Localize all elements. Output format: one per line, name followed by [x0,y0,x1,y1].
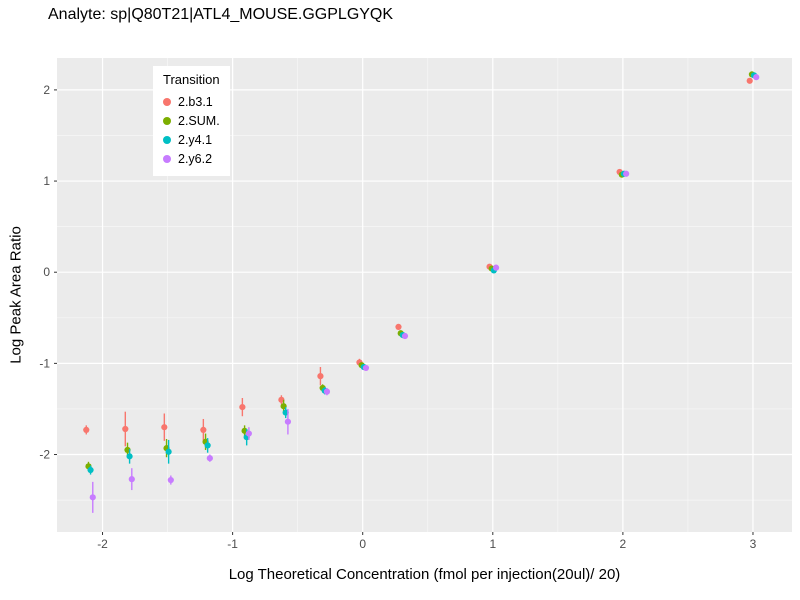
legend-swatch-icon [163,97,171,106]
y-tick-label: 0 [43,265,50,279]
legend-label: 2.y6.2 [178,151,213,166]
data-point [395,323,402,331]
data-point [623,170,630,177]
legend-swatch-icon [163,116,171,125]
data-point [284,418,292,425]
data-point [83,426,90,434]
data-point [167,476,174,484]
y-tick-label: 1 [43,174,50,188]
legend-label: 2.SUM. [178,113,220,128]
data-point [317,373,324,380]
legend: Transition 2.b3.1 2.SUM. 2.y4.1 2.y6.2 [153,66,230,176]
x-tick-label: 2 [620,537,627,551]
chart-title: Analyte: sp|Q80T21|ATL4_MOUSE.GGPLGYQK [48,6,394,23]
legend-item: 2.b3.1 [163,92,220,111]
legend-item: 2.y4.1 [163,130,220,149]
data-point [239,404,246,411]
legend-swatch-icon [163,154,171,163]
legend-item: 2.SUM. [163,111,220,130]
data-point [122,425,129,433]
data-point [753,74,760,81]
y-tick-label: 2 [43,83,50,97]
x-tick-label: -1 [227,537,238,551]
data-point [126,453,133,460]
x-tick-label: 1 [489,537,496,551]
data-point [323,388,331,395]
data-point [492,264,500,271]
x-tick-label: 0 [359,537,366,551]
data-point [161,424,168,431]
data-point [128,476,135,483]
legend-title: Transition [163,72,220,87]
legend-label: 2.b3.1 [178,94,213,109]
y-tick-label: -1 [39,356,50,370]
data-point [206,455,213,462]
legend-item: 2.y6.2 [163,149,220,168]
data-point [204,442,211,449]
data-point [200,426,207,434]
y-tick-label: -2 [39,448,50,462]
data-point [362,364,370,372]
x-tick-label: 3 [750,537,757,551]
data-point [401,332,409,340]
y-axis-title: Log Peak Area Ratio [7,226,25,364]
x-axis-title: Log Theoretical Concentration (fmol per … [228,566,621,583]
legend-items: 2.b3.1 2.SUM. 2.y4.1 2.y6.2 [163,92,220,168]
data-point [746,77,753,84]
legend-label: 2.y4.1 [178,132,213,147]
data-point [165,448,172,455]
x-tick-label: -2 [97,537,108,551]
data-point [89,494,96,501]
data-point [87,466,94,474]
legend-swatch-icon [163,135,171,144]
data-point [245,430,252,437]
